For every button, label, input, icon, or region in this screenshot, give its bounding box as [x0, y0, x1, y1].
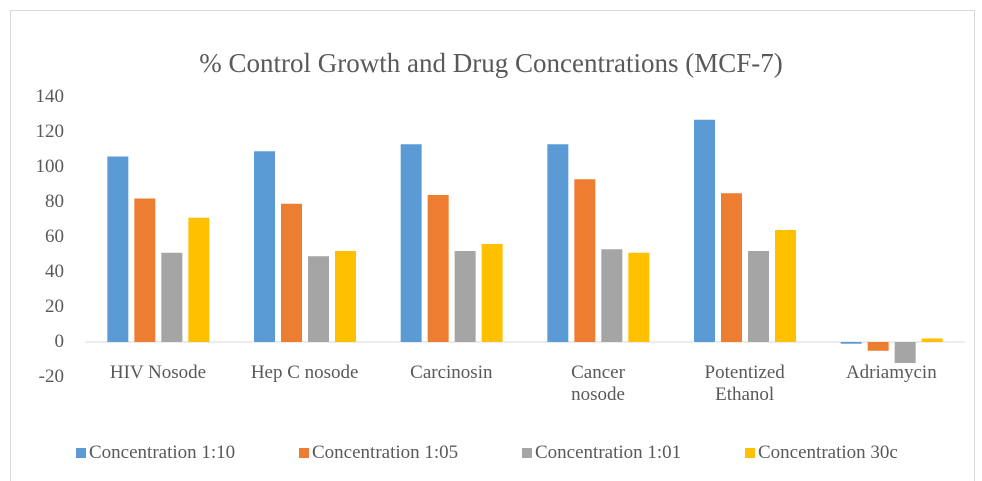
- y-tick-label: 40: [45, 261, 64, 282]
- bar: [254, 151, 275, 342]
- bar: [694, 119, 715, 342]
- bar: [107, 156, 129, 342]
- y-tick-label: 140: [35, 86, 65, 107]
- bar: [894, 342, 916, 363]
- legend-swatch: [745, 448, 755, 458]
- x-tick-label: Potentized Ethanol: [704, 362, 785, 405]
- chart-border: [10, 10, 975, 481]
- x-tick-label: Carcinosin: [410, 362, 493, 383]
- bar: [400, 144, 422, 342]
- bar: [427, 195, 449, 342]
- legend-swatch: [76, 448, 86, 458]
- bar: [867, 342, 889, 351]
- bar: [134, 198, 156, 342]
- legend-label: Concentration 1:10: [89, 442, 236, 463]
- bar: [748, 251, 769, 342]
- legend-label: Concentration 30c: [758, 442, 898, 463]
- bar: [335, 251, 356, 342]
- legend-label: Concentration 1:01: [535, 442, 682, 463]
- y-tick-label: 120: [35, 121, 65, 142]
- bar: [574, 179, 596, 342]
- bar: [601, 249, 623, 342]
- y-tick-label: 60: [45, 226, 64, 247]
- x-tick-label: Cancer nosode: [571, 362, 625, 405]
- bar: [840, 342, 862, 344]
- y-tick-label: -20: [38, 366, 64, 387]
- y-tick-label: 80: [45, 191, 64, 212]
- chart-title: % Control Growth and Drug Concentrations…: [199, 48, 783, 78]
- bar: [454, 251, 476, 342]
- legend-swatch: [299, 448, 309, 458]
- legend-swatch: [522, 448, 532, 458]
- bar: [775, 230, 796, 342]
- bar: [161, 252, 183, 342]
- y-tick-label: 100: [35, 156, 65, 177]
- bar: [721, 193, 742, 342]
- bar: [188, 217, 210, 342]
- bar: [628, 252, 650, 342]
- bar: [547, 144, 569, 342]
- y-tick-label: 0: [54, 331, 65, 352]
- x-tick-label: HIV Nosode: [109, 362, 207, 383]
- x-tick-label: Hep C nosode: [250, 362, 359, 383]
- bar: [921, 338, 943, 342]
- bar: [481, 244, 503, 342]
- legend-label: Concentration 1:05: [312, 442, 459, 463]
- bar: [308, 256, 329, 342]
- bar: [281, 203, 302, 342]
- y-tick-label: 20: [45, 296, 64, 317]
- x-tick-label: Adriamycin: [845, 362, 937, 383]
